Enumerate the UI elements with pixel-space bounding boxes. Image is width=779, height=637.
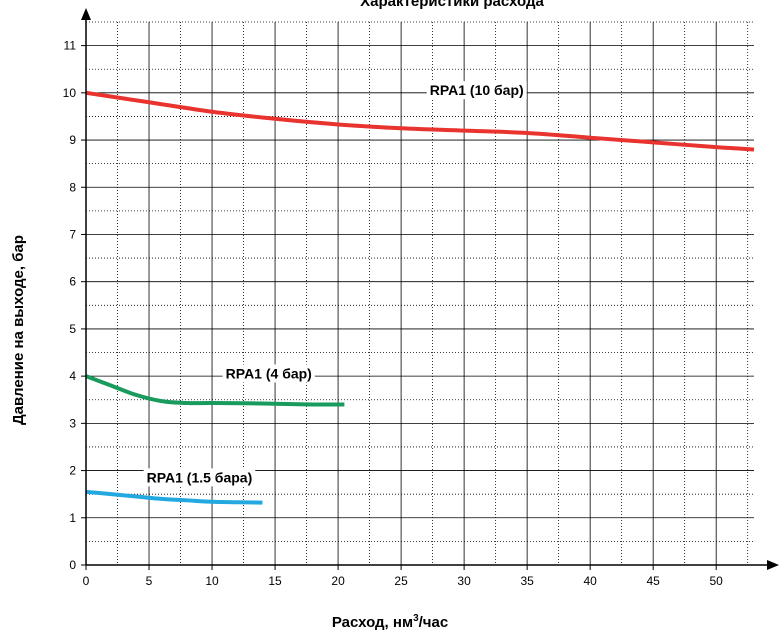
- y-tick-label: 2: [69, 464, 76, 478]
- series-layer: [85, 90, 755, 505]
- axes: [81, 8, 779, 570]
- y-tick-label: 1: [69, 511, 76, 525]
- x-tick-label: 35: [520, 574, 534, 588]
- series-label-bg: [222, 364, 315, 383]
- y-axis-arrow-icon: [81, 8, 91, 20]
- series-line-1: [85, 90, 755, 152]
- y-tick-label: 5: [69, 322, 76, 336]
- x-axis-title-suffix: /час: [419, 614, 449, 631]
- x-axis-title-sup: 3: [413, 613, 419, 624]
- x-tick-label: 45: [646, 574, 660, 588]
- series-line-2: [85, 374, 345, 407]
- series-label-3: RPA1 (1.5 бара): [147, 469, 253, 485]
- x-tick-label: 25: [394, 574, 408, 588]
- x-tick-label: 30: [457, 574, 471, 588]
- y-tick-label: 8: [69, 180, 76, 194]
- series-label-bg: [143, 468, 256, 487]
- x-tick-label: 15: [268, 574, 282, 588]
- y-axis-title: Давление на выходе, бар: [10, 235, 27, 425]
- x-tick-label: 5: [146, 574, 153, 588]
- x-tick-label: 40: [583, 574, 597, 588]
- y-tick-label: 4: [69, 369, 76, 383]
- x-tick-label: 10: [205, 574, 219, 588]
- x-tick-label: 20: [331, 574, 345, 588]
- y-tick-label: 10: [63, 86, 77, 100]
- series-line-3: [85, 489, 263, 505]
- x-tick-label: 50: [710, 574, 724, 588]
- y-tick-label: 9: [69, 133, 76, 147]
- x-tick-label: 0: [83, 574, 90, 588]
- grid-minor: [86, 21, 754, 565]
- x-axis-title-main: Расход, нм: [332, 614, 413, 631]
- series-label-1: RPA1 (10 бар): [430, 82, 524, 98]
- series-label-2: RPA1 (4 бар): [226, 365, 312, 381]
- x-axis-title: Расход, нм3/час: [332, 613, 448, 631]
- y-tick-label: 3: [69, 416, 76, 430]
- y-tick-label: 7: [69, 227, 76, 241]
- series-label-bg: [426, 81, 527, 100]
- y-tick-label: 11: [64, 39, 77, 53]
- chart-title: Характеристики расхода: [360, 0, 544, 10]
- x-axis-arrow-icon: [767, 560, 779, 570]
- y-tick-label: 0: [69, 558, 76, 572]
- series-labels: RPA1 (10 бар) RPA1 (4 бар) RPA1 (1.5 бара): [143, 81, 527, 487]
- y-tick-label: 6: [69, 275, 76, 289]
